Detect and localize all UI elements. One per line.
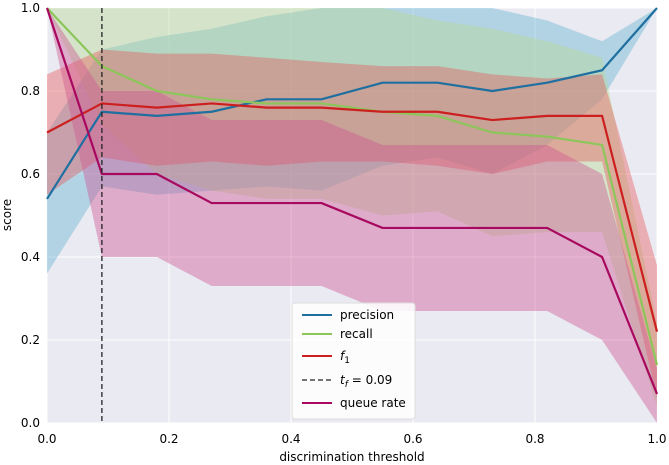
line-precision — [46, 7, 658, 200]
y-tick-label: 1.0 — [21, 1, 40, 15]
x-tick-label: 0.8 — [525, 432, 544, 446]
threshold-label-main: t — [340, 373, 346, 387]
line-f1 — [46, 102, 659, 332]
legend: precision recall f1 tf = 0.09 queue rate — [291, 302, 416, 420]
legend-box — [291, 302, 416, 420]
y-axis-label: score — [0, 199, 14, 231]
threshold-label-value: = 0.09 — [348, 373, 392, 387]
y-tick-label: 0.8 — [21, 84, 40, 98]
x-axis-label: discrimination threshold — [279, 450, 424, 464]
y-tick-label: 0.6 — [21, 167, 40, 181]
band-f1 — [47, 49, 657, 399]
legend-label-f1-sub: 1 — [344, 356, 350, 366]
legend-label-queue-rate: queue rate — [340, 396, 406, 410]
legend-label-precision: precision — [340, 308, 394, 322]
x-tick-label: 1.0 — [647, 432, 666, 446]
legend-label-f1-main: f — [340, 349, 346, 363]
axis-ticks: 0.0 0.2 0.4 0.6 0.8 1.0 0.0 0.2 0.4 0.6 0.8 1.0 — [21, 1, 667, 446]
band-recall — [47, 8, 657, 407]
x-tick-label: 0.2 — [159, 432, 178, 446]
line-queue-rate — [45, 7, 659, 395]
x-tick-label: 0.6 — [403, 432, 422, 446]
series-lines — [45, 7, 659, 395]
y-tick-label: 0.0 — [21, 416, 40, 430]
threshold-label-sub: f — [345, 380, 350, 390]
x-tick-label: 0.0 — [37, 432, 56, 446]
x-tick-label: 0.4 — [281, 432, 300, 446]
y-tick-label: 0.2 — [21, 333, 40, 347]
legend-label-recall: recall — [340, 327, 373, 341]
line-recall — [46, 7, 659, 366]
legend-label-threshold: tf = 0.09 — [340, 373, 392, 390]
legend-label-f1: f1 — [340, 349, 350, 366]
band-precision — [47, 8, 657, 274]
y-tick-label: 0.4 — [21, 250, 40, 264]
